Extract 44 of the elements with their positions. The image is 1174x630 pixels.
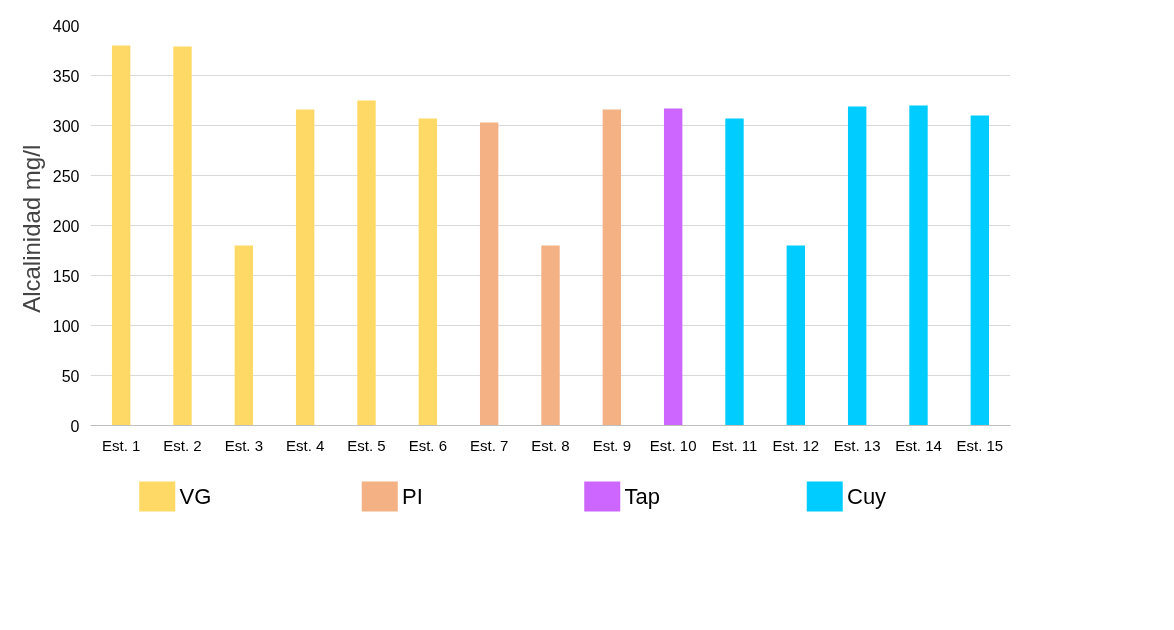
y-tick-label: 0 [70,417,80,435]
bar [663,108,683,426]
legend-label: VG [179,484,212,509]
x-tick-label: Est. 11 [711,436,758,454]
bar [541,245,560,426]
x-tick-label: Est. 12 [772,436,820,454]
bar [847,106,867,426]
y-tick-label: 200 [52,217,80,235]
x-tick-label: Est. 13 [833,436,881,454]
bar [418,118,438,426]
y-tick-label: 350 [52,67,80,85]
bar [602,109,622,426]
y-tick-label: 300 [52,117,80,135]
legend-label: Tap [624,484,660,509]
x-tick-label: Est. 2 [163,436,202,454]
bar [786,245,806,426]
x-tick-label: Est. 10 [649,436,697,454]
x-tick-label: Est. 9 [592,436,632,454]
legend-label: PI [402,484,423,509]
bar [970,115,990,426]
bar [357,100,376,426]
x-tick-label: Est. 8 [531,436,570,454]
bar [234,245,254,426]
x-tick-label: Est. 1 [101,436,141,454]
legend-label: Cuy [847,484,887,509]
y-tick-label: 250 [52,167,80,185]
bar [111,45,131,426]
y-tick-label: 100 [52,317,80,335]
bar [295,109,315,426]
y-tick-label: 400 [52,17,80,35]
bar [479,122,499,426]
x-tick-label: Est. 7 [469,436,509,454]
bar [909,105,928,426]
y-axis-title: Alcalinidad mg/l [17,144,45,313]
y-tick-label: 50 [61,367,80,385]
bar [725,118,744,426]
x-tick-label: Est. 5 [347,436,386,454]
x-tick-label: Est. 4 [285,436,325,454]
x-tick-label: Est. 14 [895,436,942,454]
x-tick-label: Est. 3 [224,436,264,454]
x-tick-label: Est. 15 [956,436,1004,454]
bar [173,46,192,426]
x-tick-label: Est. 6 [408,436,448,454]
y-tick-label: 150 [52,267,80,285]
